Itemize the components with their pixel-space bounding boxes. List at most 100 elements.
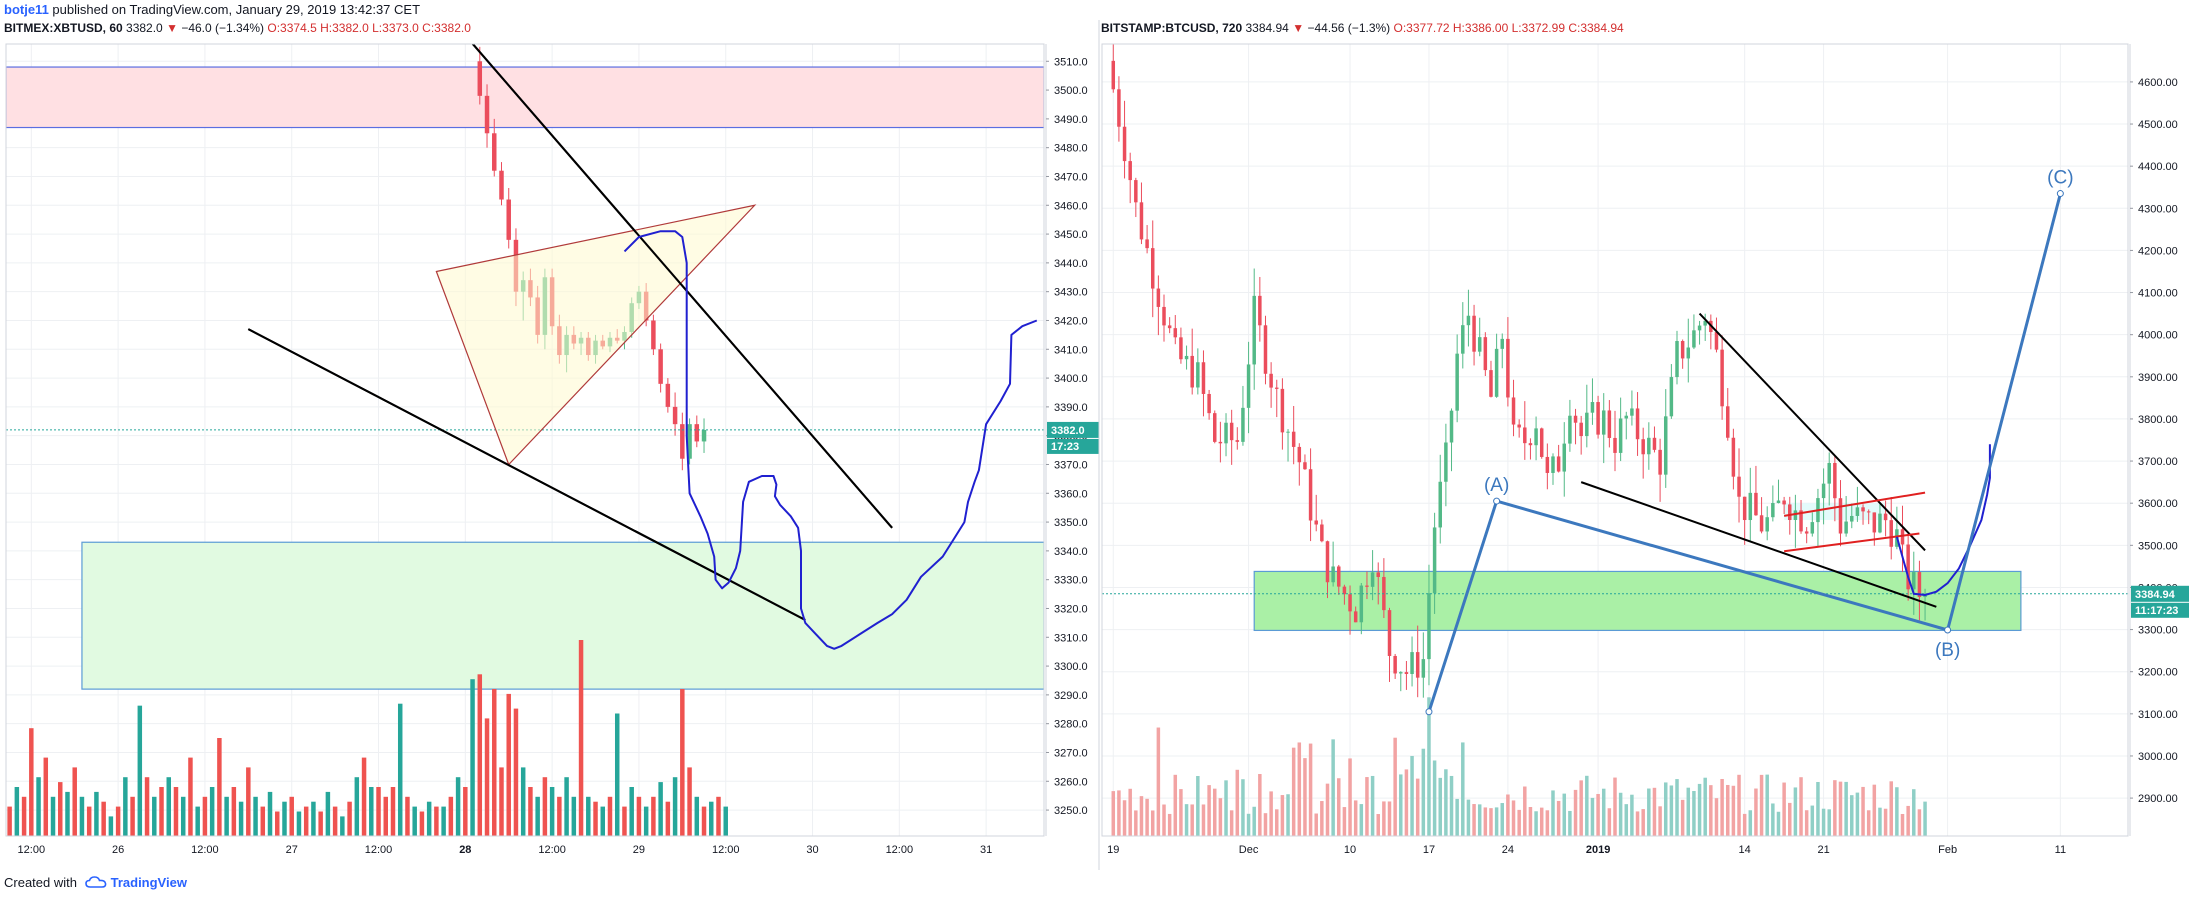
right-candle — [1353, 611, 1358, 623]
right-candle — [1748, 492, 1753, 521]
right-candle — [1444, 442, 1448, 482]
left-volume-bar — [636, 796, 642, 836]
right-volume-bar — [1810, 805, 1815, 836]
cloud-icon — [84, 876, 106, 888]
left-volume-bar — [289, 796, 294, 836]
right-volume-bar — [1331, 739, 1335, 836]
right-volume-bar — [1410, 755, 1414, 836]
right-y-tick-label: 4100.00 — [2138, 288, 2178, 300]
left-y-tick-label: 3290.0 — [1054, 690, 1088, 702]
right-x-tick-label: 2019 — [1586, 844, 1610, 856]
left-candle — [499, 170, 504, 200]
author-link[interactable]: botje11 — [4, 2, 49, 17]
left-volume-bar — [694, 796, 700, 836]
left-volume-bar — [434, 806, 439, 836]
right-volume-bar — [1500, 803, 1505, 836]
right-candle — [1241, 407, 1245, 442]
right-candle — [1500, 338, 1505, 349]
right-candle — [1477, 337, 1482, 352]
left-x-tick-label: 12:00 — [886, 844, 914, 856]
left-volume-bar — [267, 791, 273, 836]
right-y-tick-label: 4300.00 — [2138, 203, 2178, 215]
left-candle — [492, 133, 497, 171]
right-volume-bar — [1139, 796, 1144, 836]
left-volume-bar — [448, 796, 454, 836]
right-volume-bar — [1765, 774, 1769, 836]
right-volume-bar — [1861, 786, 1865, 836]
right-volume-bar — [1184, 804, 1189, 836]
right-candle — [1652, 437, 1657, 450]
right-candle — [1246, 364, 1251, 408]
right-volume-bar — [1494, 807, 1499, 836]
left-x-tick-label: 31 — [980, 844, 992, 856]
left-volume-bar — [137, 705, 143, 836]
right-volume-bar — [1308, 743, 1313, 836]
left-volume-bar — [542, 777, 548, 836]
right-wave-point — [1425, 708, 1433, 716]
left-candle — [651, 320, 656, 350]
left-volume-bar — [202, 796, 208, 836]
right-volume-bar — [1686, 787, 1691, 836]
right-volume-bar — [1506, 794, 1510, 836]
left-y-tick-label: 3460.0 — [1054, 200, 1088, 212]
right-volume-bar — [1737, 774, 1741, 836]
left-volume-bar — [441, 806, 446, 836]
left-volume-bar — [701, 806, 707, 836]
right-candle — [1810, 522, 1815, 534]
right-volume-bar — [1618, 792, 1623, 836]
left-volume-bar — [144, 777, 150, 836]
right-candle — [1438, 481, 1442, 528]
right-volume-bar — [1297, 742, 1302, 836]
right-volume-bar — [1455, 798, 1459, 836]
right-candle — [1725, 406, 1730, 438]
right-volume-bar — [1241, 779, 1245, 836]
right-candle — [1793, 510, 1798, 520]
left-y-tick-label: 3430.0 — [1054, 287, 1088, 299]
right-volume-bar — [1788, 802, 1792, 836]
left-y-tick-label: 3390.0 — [1054, 402, 1088, 414]
left-y-tick-label: 3500.0 — [1054, 85, 1088, 97]
tradingview-logo[interactable]: TradingView — [110, 875, 187, 890]
right-x-tick-label: Feb — [1938, 844, 1957, 856]
right-volume-bar — [1528, 806, 1533, 836]
right-candle — [1912, 572, 1916, 590]
left-volume-bar — [680, 689, 685, 836]
left-candle — [484, 95, 490, 134]
left-volume-bar — [231, 787, 237, 836]
right-volume-bar — [1325, 783, 1330, 836]
right-volume-bar — [1697, 783, 1702, 836]
right-volume-bar — [1821, 808, 1826, 836]
right-candle — [1754, 492, 1758, 516]
right-candle — [1111, 60, 1116, 90]
right-y-tick-label: 3600.00 — [2138, 498, 2178, 510]
left-volume-bar — [332, 806, 338, 836]
right-projection-curve — [1895, 444, 1991, 597]
left-volume-bar — [166, 777, 171, 836]
left-volume-bar — [115, 806, 121, 836]
right-volume-bar — [1449, 775, 1454, 836]
right-candle — [1393, 655, 1397, 674]
right-candle — [1167, 325, 1172, 329]
right-candle — [1218, 441, 1223, 444]
right-candle — [1641, 439, 1645, 455]
right-candle — [1269, 373, 1273, 388]
left-volume-bar — [470, 679, 475, 836]
left-volume-bar — [600, 806, 606, 836]
right-x-tick-label: Dec — [1239, 844, 1259, 856]
right-candle — [1297, 446, 1302, 463]
right-candle — [1489, 370, 1493, 397]
right-volume-bar — [1900, 813, 1905, 836]
right-candle — [1607, 410, 1612, 438]
right-volume-bar — [1291, 747, 1296, 836]
left-volume-bar — [412, 806, 417, 836]
right-candle — [1742, 496, 1747, 521]
right-candle — [1782, 500, 1786, 505]
right-candle — [1883, 513, 1888, 521]
left-y-tick-label: 3300.0 — [1054, 661, 1088, 673]
right-candle — [1686, 347, 1691, 359]
right-volume-bar — [1128, 788, 1132, 836]
right-candle — [1365, 585, 1369, 587]
left-y-tick-label: 3360.0 — [1054, 488, 1088, 500]
right-volume-bar — [1534, 811, 1538, 836]
